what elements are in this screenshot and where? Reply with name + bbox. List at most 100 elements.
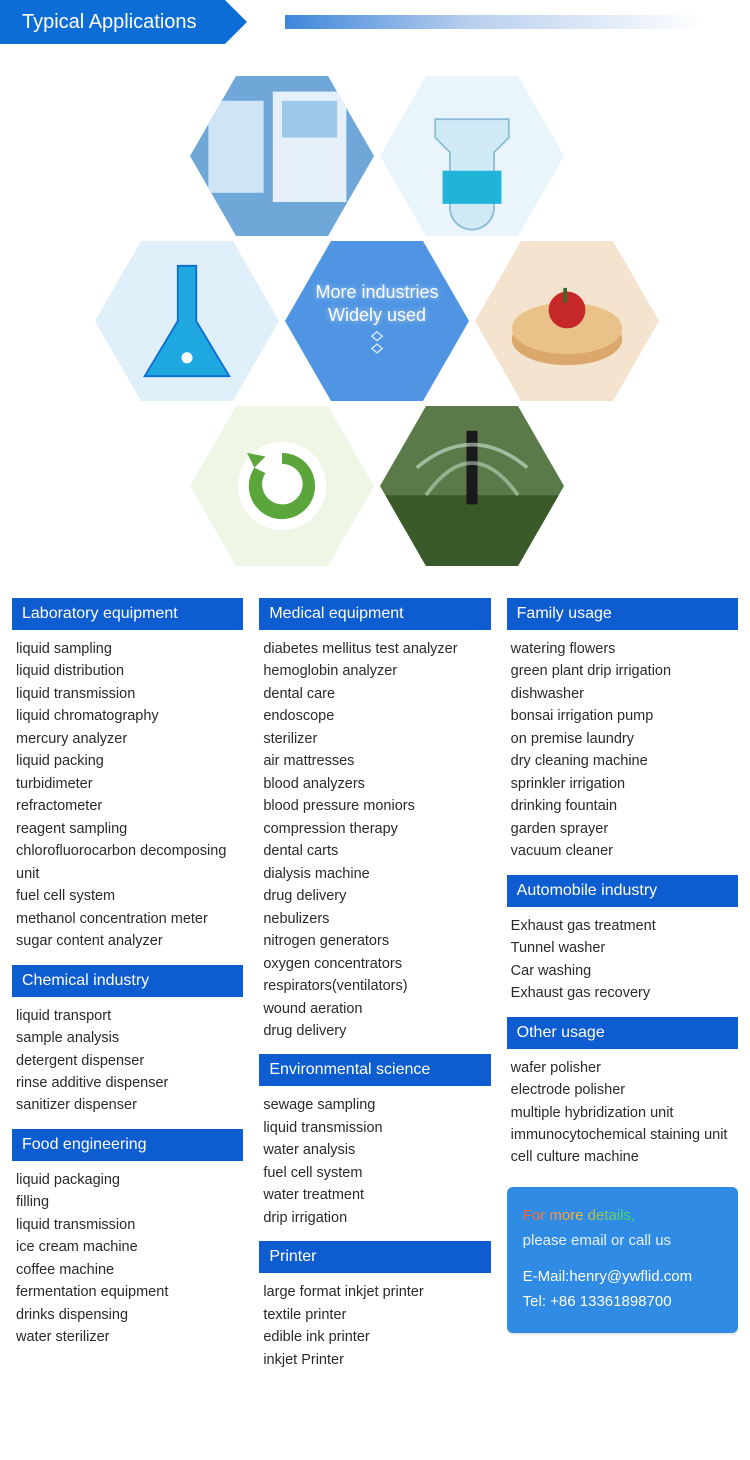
list-item: sterilizer [263,728,486,750]
section-header: Food engineering [12,1129,243,1161]
list-item: green plant drip irrigation [511,660,734,682]
list-item: dental carts [263,840,486,862]
list-item: wafer polisher [511,1057,734,1079]
list-item: multiple hybridization unit [511,1102,734,1124]
section-header: Automobile industry [507,875,738,907]
section-header: Environmental science [259,1054,490,1086]
list-item: liquid transport [16,1005,239,1027]
list-item: dry cleaning machine [511,750,734,772]
list-item: methanol concentration meter [16,908,239,930]
list-item: inkjet Printer [263,1349,486,1371]
list-item: drinks dispensing [16,1304,239,1326]
list-item: detergent dispenser [16,1050,239,1072]
page-header: Typical Applications [0,0,750,44]
hex-cluster: More industries Widely used [0,56,750,586]
list-item: textile printer [263,1304,486,1326]
contact-email: E-Mail:henry@ywflid.com [523,1264,722,1290]
hex-mid-left [95,241,279,401]
list-item: respirators(ventilators) [263,975,486,997]
page-title-tab: Typical Applications [0,0,225,44]
list-item: drug delivery [263,1020,486,1042]
list-item: on premise laundry [511,728,734,750]
list-item: fuel cell system [16,885,239,907]
list-item: watering flowers [511,638,734,660]
list-item: liquid distribution [16,660,239,682]
contact-cta-line1: For more details, [523,1203,722,1229]
hex-center-icon [368,330,386,360]
list-item: blood pressure moniors [263,795,486,817]
list-item: reagent sampling [16,818,239,840]
contact-cta-line2: please email or call us [523,1228,722,1254]
list-item: fermentation equipment [16,1281,239,1303]
column-3: Family usagewatering flowersgreen plant … [507,598,738,1383]
section-list: sewage samplingliquid transmissionwater … [259,1094,490,1241]
section-list: wafer polisherelectrode polishermultiple… [507,1057,738,1181]
hex-top-left [190,76,374,236]
list-item: edible ink printer [263,1326,486,1348]
list-item: fuel cell system [263,1162,486,1184]
list-item: Car washing [511,960,734,982]
list-item: hemoglobin analyzer [263,660,486,682]
list-item: large format inkjet printer [263,1281,486,1303]
list-item: liquid packaging [16,1169,239,1191]
page-title: Typical Applications [22,11,197,34]
list-item: immunocytochemical staining unit [511,1124,734,1146]
hex-center: More industries Widely used [285,241,469,401]
list-item: refractometer [16,795,239,817]
list-item: sanitizer dispenser [16,1094,239,1116]
hex-bot-left [190,406,374,566]
list-item: water analysis [263,1139,486,1161]
list-item: coffee machine [16,1259,239,1281]
section-list: liquid transportsample analysisdetergent… [12,1005,243,1129]
contact-card: For more details,please email or call us… [507,1187,738,1333]
section-list: liquid packagingfillingliquid transmissi… [12,1169,243,1361]
section-header: Chemical industry [12,965,243,997]
hex-center-line1: More industries [315,282,438,303]
column-2: Medical equipmentdiabetes mellitus test … [259,598,490,1383]
list-item: turbidimeter [16,773,239,795]
list-item: blood analyzers [263,773,486,795]
list-item: wound aeration [263,998,486,1020]
list-item: dental care [263,683,486,705]
hex-mid-right [475,241,659,401]
list-item: nitrogen generators [263,930,486,952]
list-item: liquid sampling [16,638,239,660]
section-list: watering flowersgreen plant drip irrigat… [507,638,738,875]
list-item: liquid chromatography [16,705,239,727]
list-item: liquid transmission [263,1117,486,1139]
list-item: drug delivery [263,885,486,907]
list-item: compression therapy [263,818,486,840]
section-header: Printer [259,1241,490,1273]
section-list: Exhaust gas treatmentTunnel washerCar wa… [507,915,738,1017]
list-item: chlorofluorocarbon decomposing unit [16,840,239,885]
list-item: diabetes mellitus test analyzer [263,638,486,660]
list-item: drinking fountain [511,795,734,817]
list-item: filling [16,1191,239,1213]
list-item: dishwasher [511,683,734,705]
list-item: Exhaust gas recovery [511,982,734,1004]
list-item: vacuum cleaner [511,840,734,862]
section-list: liquid samplingliquid distributionliquid… [12,638,243,965]
list-item: ice cream machine [16,1236,239,1258]
list-item: Exhaust gas treatment [511,915,734,937]
list-item: drip irrigation [263,1207,486,1229]
list-item: endoscope [263,705,486,727]
list-item: Tunnel washer [511,937,734,959]
list-item: cell culture machine [511,1146,734,1168]
section-header: Other usage [507,1017,738,1049]
section-list: large format inkjet printertextile print… [259,1281,490,1383]
list-item: sewage sampling [263,1094,486,1116]
section-list: diabetes mellitus test analyzerhemoglobi… [259,638,490,1054]
list-item: oxygen concentrators [263,953,486,975]
list-item: air mattresses [263,750,486,772]
list-item: liquid transmission [16,683,239,705]
list-item: liquid transmission [16,1214,239,1236]
list-item: sprinkler irrigation [511,773,734,795]
columns: Laboratory equipmentliquid samplingliqui… [0,598,750,1399]
column-1: Laboratory equipmentliquid samplingliqui… [12,598,243,1383]
list-item: electrode polisher [511,1079,734,1101]
hex-top-right [380,76,564,236]
list-item: bonsai irrigation pump [511,705,734,727]
list-item: water treatment [263,1184,486,1206]
list-item: garden sprayer [511,818,734,840]
